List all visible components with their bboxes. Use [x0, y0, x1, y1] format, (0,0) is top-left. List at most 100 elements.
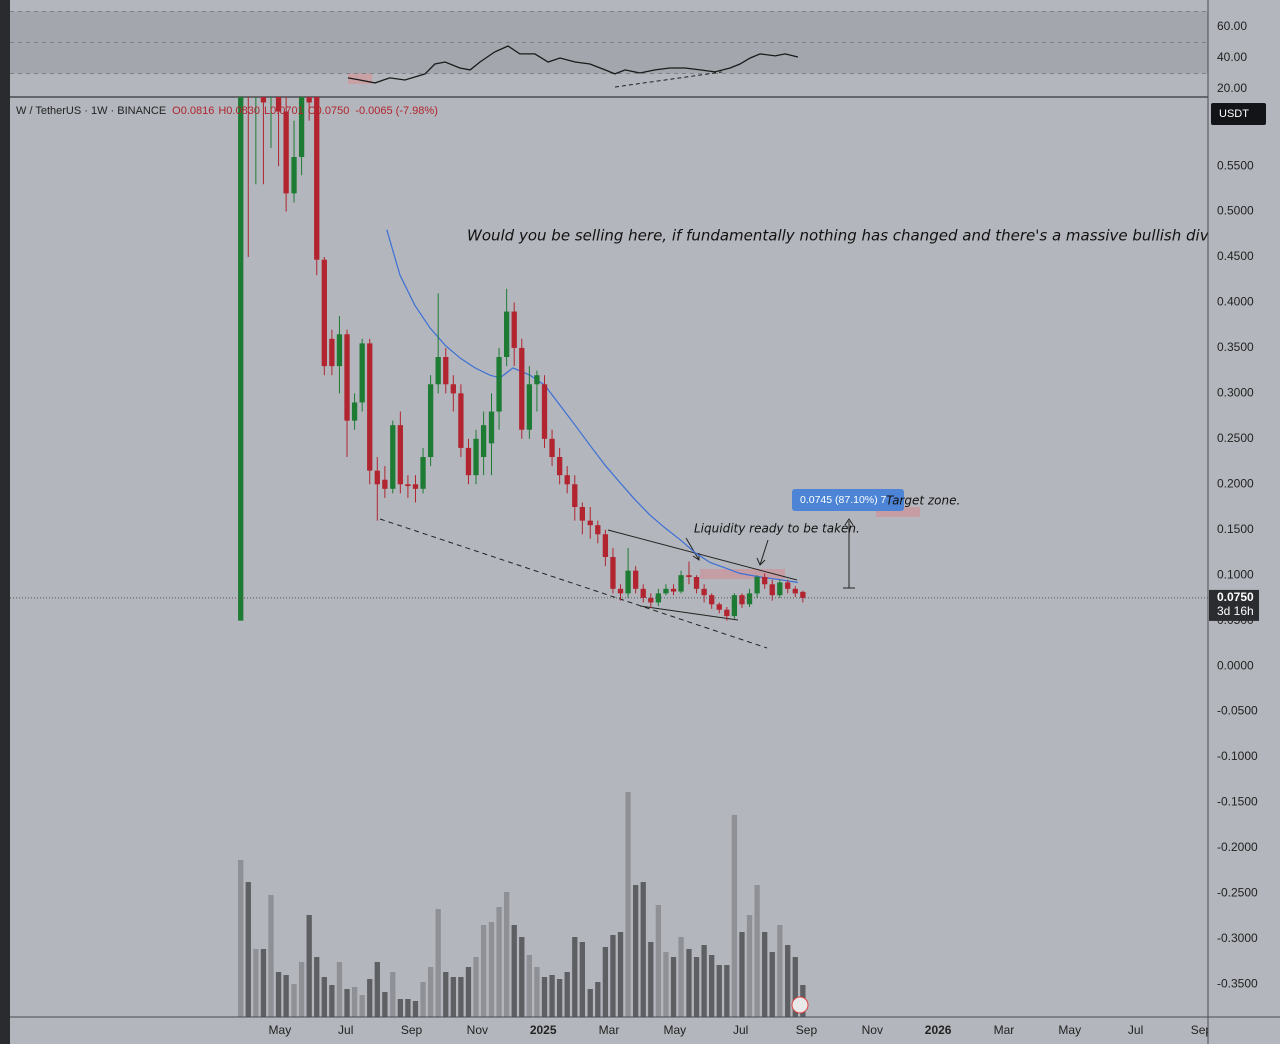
y-tick-label: 0.1000 [1217, 567, 1254, 581]
y-tick-label: 0.5000 [1217, 204, 1254, 218]
volume-bar [344, 989, 350, 1017]
volume-bar [488, 922, 495, 1017]
candle-body [298, 97, 305, 157]
y-tick-label: -0.2000 [1217, 840, 1258, 854]
annotation: Target zone. [886, 494, 960, 508]
measure-arrow [844, 518, 854, 526]
x-tick-label: Jul [338, 1023, 353, 1037]
candle-body [785, 582, 791, 589]
candle-body [314, 97, 320, 260]
candle-body [678, 575, 684, 592]
volume-bar [412, 1001, 419, 1017]
volume-bar [496, 907, 502, 1017]
candle-body [541, 384, 548, 439]
ohlc-open: O0.0816 [172, 105, 214, 117]
x-tick-label: Sep [1191, 1023, 1213, 1037]
price-axis [1208, 0, 1280, 1044]
candle-body [602, 534, 609, 557]
volume-bar [640, 882, 646, 1017]
x-tick-label: Mar [994, 1023, 1015, 1037]
candle-body [503, 311, 510, 357]
volume-bar [541, 977, 548, 1017]
rsi-line [347, 45, 799, 84]
y-tick-label: -0.1500 [1217, 795, 1258, 809]
volume-bar [245, 882, 251, 1017]
volume-bar [473, 957, 479, 1017]
volume-bar [382, 992, 388, 1017]
candle-body [359, 343, 365, 403]
candle-body [572, 484, 578, 507]
candle-body [579, 507, 585, 521]
candle-body [450, 384, 456, 394]
volume-layer [238, 792, 806, 1017]
x-tick-label: Nov [862, 1023, 883, 1037]
y-tick-label: -0.2500 [1217, 886, 1258, 900]
volume-bar [503, 892, 510, 1017]
candle-body [716, 604, 722, 610]
y-tick-label: 0.3000 [1217, 386, 1254, 400]
symbol-header: W / TetherUS · 1W · BINANCE O0.0816 H0.083… [16, 105, 438, 117]
candle-body [351, 402, 358, 421]
volume-bar [754, 885, 760, 1017]
candle-body [724, 609, 730, 617]
candle-body [420, 457, 426, 489]
candle-body [549, 438, 555, 457]
lower-trendline [639, 605, 739, 621]
candle-body [519, 347, 525, 430]
volume-bar [678, 937, 684, 1017]
candle-body [769, 584, 775, 596]
candle-layer [238, 97, 806, 621]
y-tick-label: 0.2500 [1217, 431, 1254, 445]
candle-body [443, 357, 449, 385]
measure-label-box [792, 489, 904, 511]
x-tick-label: Nov [467, 1023, 488, 1037]
volume-bar [283, 975, 289, 1017]
volume-bar [716, 965, 722, 1017]
volume-bar [785, 945, 791, 1017]
volume-bar [670, 957, 677, 1017]
volume-bar [238, 860, 244, 1017]
candle-body [458, 393, 464, 448]
volume-bar [617, 932, 624, 1017]
x-tick-label: Jul [1128, 1023, 1143, 1037]
x-tick-label: May [269, 1023, 292, 1037]
candle-body [709, 595, 715, 605]
volume-bar [390, 972, 396, 1017]
candle-body [291, 157, 297, 194]
rsi-panel [10, 10, 1208, 84]
volume-bar [291, 984, 297, 1017]
candle-body [670, 588, 677, 592]
candle-body [800, 591, 806, 598]
candle-body [792, 588, 798, 594]
volume-bar [260, 949, 267, 1017]
rsi-tick-label: 60.00 [1217, 19, 1247, 33]
x-tick-label: May [663, 1023, 686, 1037]
y-tick-label: 0.2000 [1217, 476, 1254, 490]
ohlc-close: C0.0750 [308, 105, 350, 117]
y-tick-label: 0.1500 [1217, 522, 1254, 536]
volume-bar [686, 949, 692, 1017]
candle-body [556, 457, 563, 476]
candle-body [260, 97, 267, 103]
candle-body [427, 384, 434, 457]
volume-bar [405, 999, 411, 1017]
volume-bar [777, 925, 783, 1017]
candle-body [777, 582, 783, 596]
volume-bar [336, 962, 343, 1017]
time-axis: May Jul Sep Nov 2025 Mar May Jul Sep Nov 2026 Mar Ma… [269, 1023, 1213, 1037]
last-price-label: 0.0750 [1217, 590, 1254, 604]
countdown-label: 3d 16h [1217, 604, 1254, 618]
volume-bar [298, 962, 305, 1017]
volume-bar [511, 925, 517, 1017]
y-tick-label: 0.5500 [1217, 158, 1254, 172]
candle-body [526, 384, 533, 430]
unit-label: USDT [1219, 108, 1249, 120]
volume-bar [268, 895, 274, 1017]
y-tick-label: 0.4000 [1217, 295, 1254, 309]
volume-bar [275, 972, 282, 1017]
change: -0.0065 (-7.98%) [355, 105, 438, 117]
annotation: Would you be selling here, if fundamenta… [467, 227, 1243, 245]
candle-body [374, 470, 380, 485]
x-tick-label: 2025 [530, 1023, 557, 1037]
